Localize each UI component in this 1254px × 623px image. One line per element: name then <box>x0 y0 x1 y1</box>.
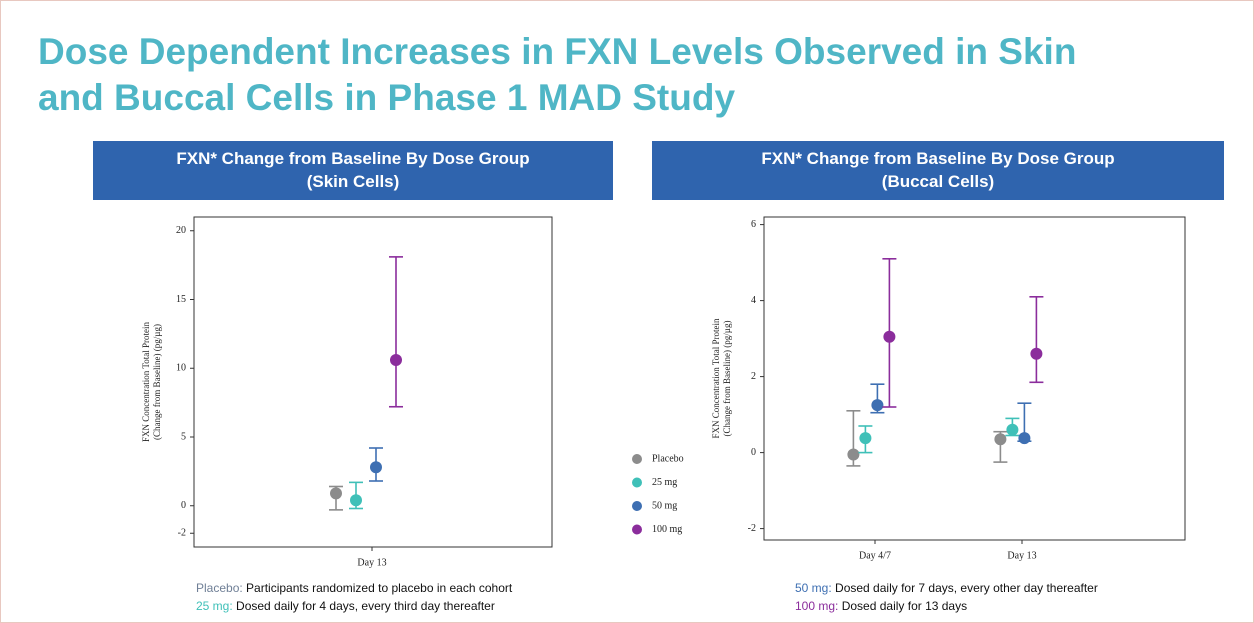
y-tick-label: 5 <box>181 431 186 442</box>
marker <box>350 494 362 507</box>
legend-swatch <box>632 454 642 464</box>
marker <box>994 433 1007 446</box>
marker <box>330 487 342 500</box>
panel-header-text: FXN* Change from Baseline By Dose Group <box>176 149 529 168</box>
plot-frame <box>193 216 553 548</box>
panel-header <box>93 141 613 200</box>
marker <box>1030 347 1043 360</box>
marker <box>390 354 402 366</box>
y-tick-label: 0 <box>751 447 756 458</box>
legend-swatch <box>632 524 642 535</box>
footnote: 50 mg: Dosed daily for 7 days, every oth… <box>795 581 1098 595</box>
legend-label: 25 mg <box>652 477 677 488</box>
footnote: 25 mg: Dosed daily for 4 days, every thi… <box>196 599 495 613</box>
y-tick-label: -2 <box>178 528 186 539</box>
y-axis-label: FXN Concentration Total Protein <box>711 318 721 438</box>
legend-label: 100 mg <box>652 524 682 535</box>
footnote-text: Dosed daily for 7 days, every other day … <box>835 581 1098 595</box>
y-axis-label: (Change from Baseline) (pg/µg) <box>722 321 732 437</box>
legend-label: 50 mg <box>652 500 677 511</box>
footnote: Placebo: Participants randomized to plac… <box>196 581 513 595</box>
y-tick-label: 4 <box>751 295 756 306</box>
footnote-label: 100 mg: <box>795 599 838 613</box>
footnote-text: Dosed daily for 13 days <box>842 599 967 613</box>
panel-header <box>652 141 1224 200</box>
y-axis-label: (Change from Baseline) (pg/µg) <box>152 324 162 440</box>
marker <box>871 399 884 412</box>
marker <box>883 330 896 343</box>
title-line: and Buccal Cells in Phase 1 MAD Study <box>38 77 735 118</box>
legend-swatch <box>632 501 642 511</box>
y-axis-label: FXN Concentration Total Protein <box>141 322 151 442</box>
legend-label: Placebo <box>652 453 684 464</box>
plot-frame <box>763 216 1186 541</box>
y-tick-label: 0 <box>181 500 186 511</box>
x-tick-label: Day 13 <box>357 557 386 568</box>
y-tick-label: 15 <box>176 294 186 305</box>
y-tick-label: -2 <box>748 523 756 534</box>
title-line: Dose Dependent Increases in FXN Levels O… <box>38 31 1076 72</box>
y-tick-label: 2 <box>751 371 756 382</box>
y-tick-label: 6 <box>751 219 756 230</box>
footnote: 100 mg: Dosed daily for 13 days <box>795 599 967 613</box>
panel-header-text: (Skin Cells) <box>307 172 400 191</box>
marker <box>370 461 382 474</box>
y-tick-label: 20 <box>176 225 186 236</box>
panel-header-text: FXN* Change from Baseline By Dose Group <box>761 149 1114 168</box>
y-tick-label: 10 <box>176 363 186 374</box>
footnote-text: Dosed daily for 4 days, every third day … <box>236 599 495 613</box>
marker <box>1018 432 1031 445</box>
x-tick-label: Day 4/7 <box>859 550 891 561</box>
x-tick-label: Day 13 <box>1007 550 1036 561</box>
footnote-label: 25 mg: <box>196 599 233 613</box>
legend-swatch <box>632 477 642 488</box>
marker <box>1006 423 1019 436</box>
marker <box>859 432 872 445</box>
marker <box>847 448 860 461</box>
footnote-label: Placebo: <box>196 581 243 595</box>
footnote-text: Participants randomized to placebo in ea… <box>246 581 513 595</box>
footnote-label: 50 mg: <box>795 581 832 595</box>
panel-header-text: (Buccal Cells) <box>882 172 994 191</box>
